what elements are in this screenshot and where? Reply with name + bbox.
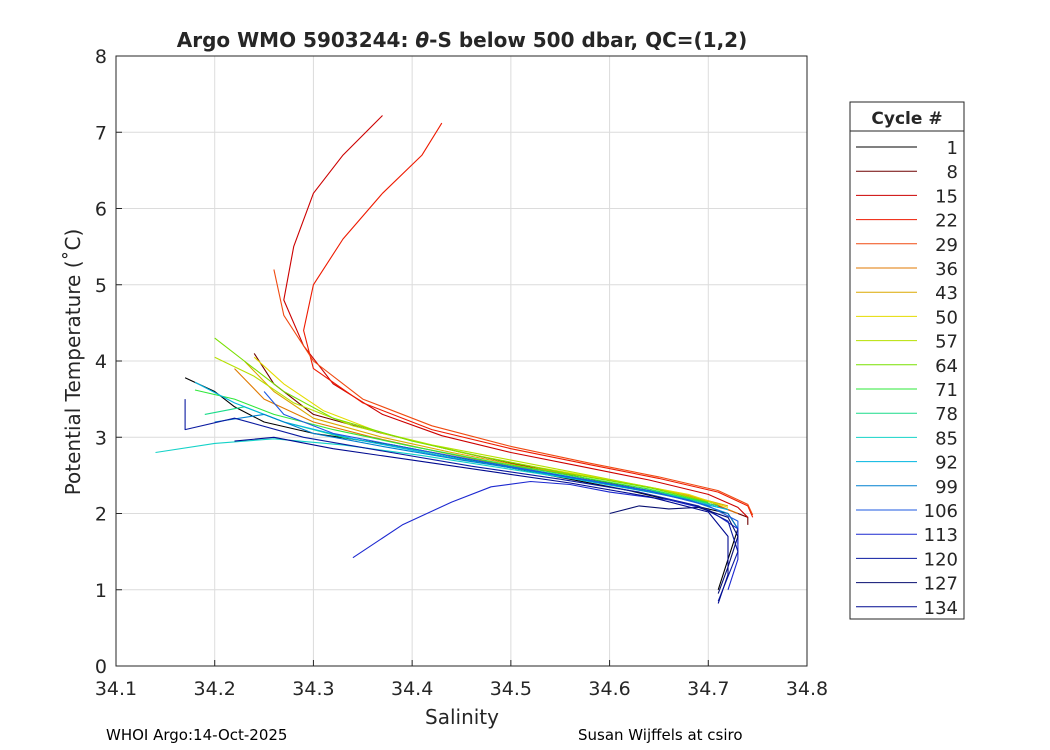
x-tick-label: 34.2 [194, 678, 236, 700]
legend-label-71: 71 [935, 380, 958, 401]
series-line-cycle-99 [214, 413, 739, 530]
series-line-cycle-57 [214, 356, 719, 505]
footer-left: WHOI Argo:14-Oct-2025 [106, 726, 288, 744]
series-line-cycle-64 [214, 337, 709, 503]
legend-label-106: 106 [924, 501, 958, 522]
y-tick-label: 1 [95, 580, 107, 602]
series-line-cycle-120 [184, 399, 739, 602]
legend-label-1: 1 [947, 138, 958, 159]
y-tick-label: 5 [95, 275, 107, 297]
legend-label-92: 92 [935, 453, 958, 474]
series-line-cycle-127 [609, 505, 739, 594]
x-tick-label: 34.1 [95, 678, 137, 700]
y-tick-label: 6 [95, 199, 107, 221]
x-axis-label: Salinity [425, 705, 499, 729]
legend-box [849, 101, 965, 620]
legend-label-134: 134 [924, 598, 958, 619]
y-tick-label: 2 [95, 504, 107, 526]
y-tick-label: 7 [95, 122, 107, 144]
legend-label-22: 22 [935, 211, 958, 232]
legend-label-43: 43 [935, 283, 958, 304]
y-tick-label: 4 [95, 351, 107, 373]
y-axis-label: Potential Temperature (˚C) [61, 229, 85, 496]
x-tick-label: 34.5 [490, 678, 532, 700]
series-line-cycle-29 [273, 269, 754, 516]
legend-label-36: 36 [935, 259, 958, 280]
legend-items: 1 8 15 22 29 36 43 50 57 64 71 78 85 92 99 106 113 120 127… [856, 138, 958, 619]
grid-lines [115, 55, 808, 667]
legend-label-64: 64 [935, 356, 958, 377]
y-tick-label: 8 [95, 46, 107, 68]
series-line-cycle-106 [263, 391, 739, 544]
x-tick-label: 34.8 [786, 678, 828, 700]
legend-label-78: 78 [935, 404, 958, 425]
series-line-cycle-113 [352, 480, 739, 590]
legend-label-85: 85 [935, 428, 958, 449]
legend-label-15: 15 [935, 186, 958, 207]
series-line-cycle-71 [194, 389, 709, 504]
x-tick-label: 34.3 [292, 678, 334, 700]
legend-label-127: 127 [924, 574, 958, 595]
y-tick-label: 3 [95, 427, 107, 449]
legend-label-120: 120 [924, 549, 958, 570]
x-tick-label: 34.6 [588, 678, 630, 700]
x-tick-label: 34.4 [391, 678, 433, 700]
legend-label-99: 99 [935, 477, 958, 498]
legend-label-29: 29 [935, 235, 958, 256]
legend: Cycle # 18152229364350576471788592991061… [849, 101, 965, 620]
series-line-cycle-1 [184, 377, 739, 590]
legend-label-8: 8 [947, 162, 958, 183]
series-line-cycle-22 [303, 122, 754, 518]
chart-title: Argo WMO 5903244: θ-S below 500 dbar, QC… [177, 28, 747, 52]
x-tick-label: 34.7 [687, 678, 729, 700]
series-line-cycle-15 [283, 115, 749, 518]
footer-right: Susan Wijffels at csiro [578, 726, 743, 744]
legend-label-50: 50 [935, 307, 958, 328]
y-axis-ticks: 0 1 2 3 4 5 6 7 8 [95, 46, 122, 678]
plot-series-group [155, 115, 754, 604]
x-axis-ticks: 34.1 34.2 34.3 34.4 34.5 34.6 34.7 34.8 [95, 660, 828, 700]
series-line-cycle-134 [234, 436, 729, 604]
legend-label-57: 57 [935, 332, 958, 353]
legend-title: Cycle # [871, 109, 942, 129]
legend-label-113: 113 [924, 525, 958, 546]
y-tick-label: 0 [95, 656, 107, 678]
